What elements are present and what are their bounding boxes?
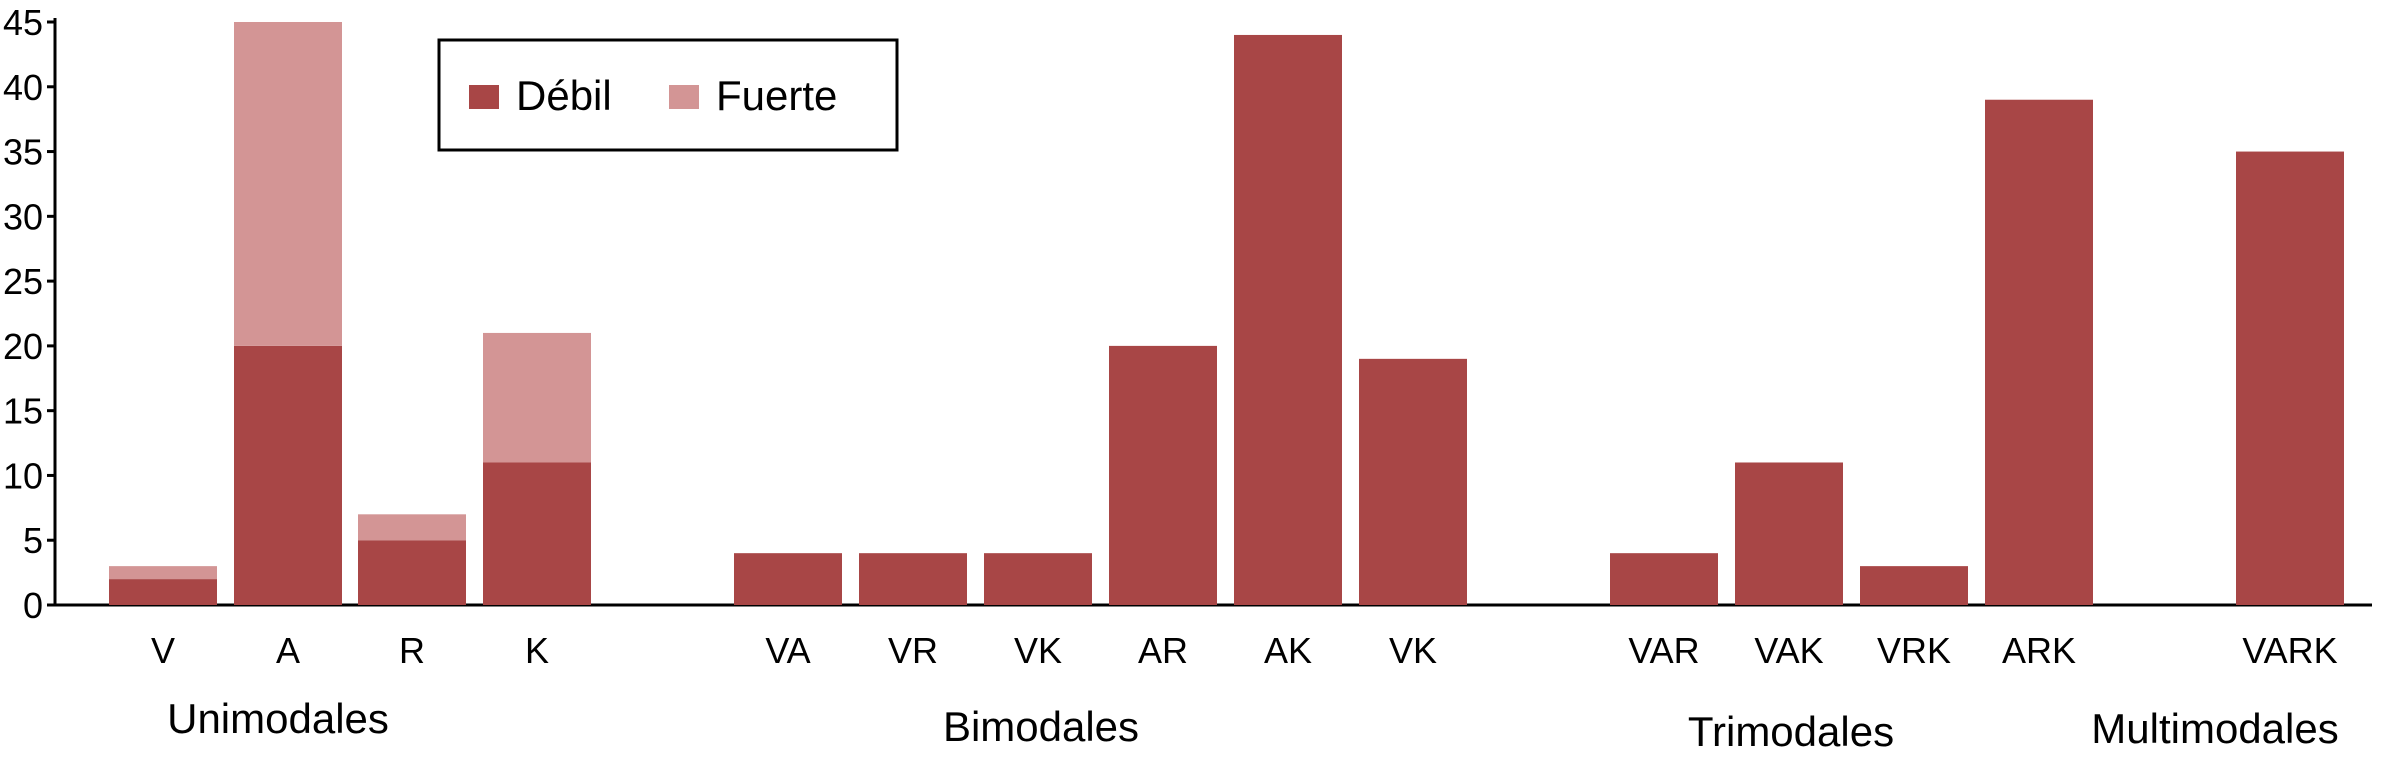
category-label: VA — [765, 630, 810, 671]
y-tick-label: 30 — [3, 196, 43, 237]
y-tick-label: 20 — [3, 326, 43, 367]
group-label: Bimodales — [943, 703, 1139, 750]
bar-ark-debil — [1985, 99, 2093, 605]
category-label: AR — [1138, 630, 1188, 671]
category-label: VARK — [2242, 630, 2337, 671]
bar-a-fuerte — [234, 22, 342, 346]
bar-var-debil — [1610, 553, 1718, 605]
category-label: ARK — [2002, 630, 2076, 671]
category-labels: V A R K VA VR VK AR AK VK VAR VAK VRK ARK VARK — [151, 630, 2338, 671]
legend: Débil Fuerte — [437, 38, 899, 152]
y-tick-label: 15 — [3, 391, 43, 432]
category-label: K — [525, 630, 549, 671]
category-label: V — [151, 630, 175, 671]
y-tick-label: 10 — [3, 455, 43, 496]
category-label: R — [399, 630, 425, 671]
bar-k-fuerte — [483, 332, 591, 463]
category-label: VAK — [1754, 630, 1823, 671]
bars — [109, 22, 2344, 606]
bar-ar-debil — [1109, 345, 1217, 605]
bar-r-fuerte — [358, 514, 466, 541]
y-tick-label: 5 — [23, 520, 43, 561]
y-tick-label: 40 — [3, 67, 43, 108]
bar-a-debil — [234, 345, 342, 605]
bar-vk-debil — [984, 553, 1092, 605]
bar-vark-debil — [2236, 151, 2344, 606]
category-label: A — [276, 630, 300, 671]
category-label: VR — [888, 630, 938, 671]
y-tick-label: 0 — [23, 585, 43, 626]
bar-vk-debil — [1359, 358, 1467, 605]
bar-va-debil — [734, 553, 842, 605]
bar-vr-debil — [859, 553, 967, 605]
bar-v-fuerte — [109, 566, 217, 580]
group-label: Multimodales — [2091, 705, 2338, 752]
group-labels: Unimodales Bimodales Trimodales Multimodale… — [167, 695, 2339, 755]
legend-box — [437, 38, 899, 152]
category-label: VRK — [1877, 630, 1951, 671]
category-label: VK — [1014, 630, 1062, 671]
legend-label-fuerte: Fuerte — [716, 72, 837, 119]
group-label: Unimodales — [167, 695, 389, 742]
group-label: Trimodales — [1688, 708, 1894, 755]
legend-swatch-debil — [469, 85, 499, 109]
y-tick-label: 35 — [3, 132, 43, 173]
bar-v-debil — [109, 579, 217, 605]
y-tick-label: 45 — [3, 2, 43, 43]
bar-ak-debil — [1234, 34, 1342, 605]
legend-swatch-fuerte — [669, 85, 699, 109]
y-axis: 0 5 10 15 20 25 30 35 40 45 — [3, 2, 57, 626]
y-tick-label: 25 — [3, 261, 43, 302]
category-label: VAR — [1628, 630, 1699, 671]
category-label: VK — [1389, 630, 1437, 671]
category-label: AK — [1264, 630, 1312, 671]
bar-vrk-debil — [1860, 566, 1968, 605]
bar-k-debil — [483, 462, 591, 605]
bar-r-debil — [358, 540, 466, 605]
legend-label-debil: Débil — [516, 72, 612, 119]
bar-vak-debil — [1735, 462, 1843, 605]
